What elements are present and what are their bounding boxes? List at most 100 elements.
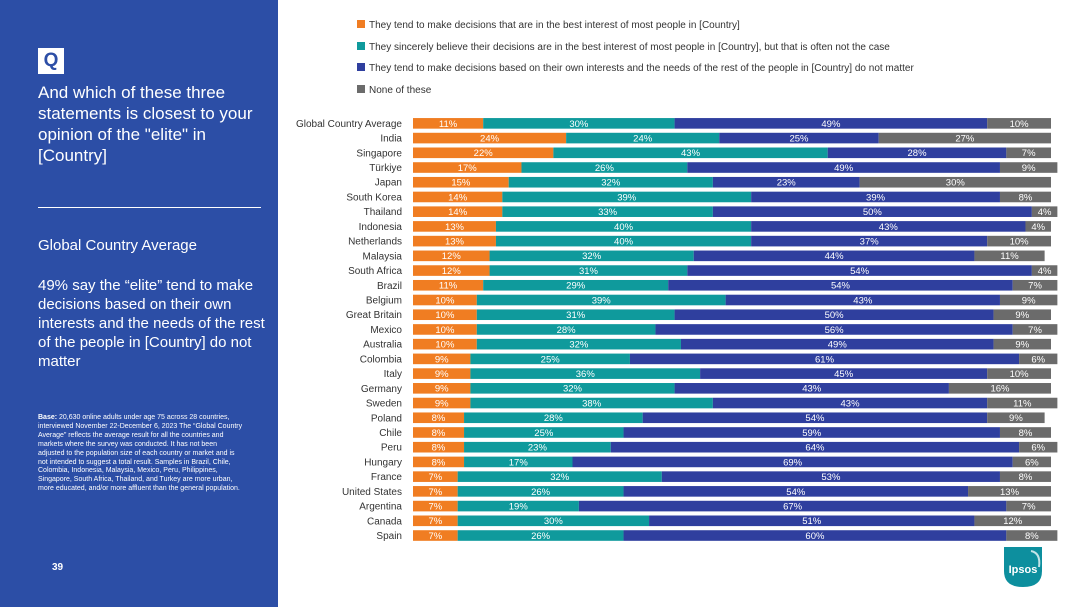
category-label: Chile — [379, 428, 402, 439]
data-label: 14% — [448, 192, 468, 203]
data-label: 7% — [428, 487, 442, 498]
question-text: And which of these three statements is c… — [38, 83, 253, 165]
category-label: Thailand — [364, 207, 402, 218]
data-label: 28% — [908, 148, 928, 159]
bar-segment — [655, 324, 1013, 335]
data-label: 64% — [805, 443, 825, 454]
bar-segment — [1012, 456, 1051, 468]
bar-segment — [464, 456, 573, 468]
category-label: United States — [342, 487, 402, 498]
category-label: Singapore — [356, 148, 402, 159]
data-label: 26% — [595, 163, 615, 174]
category-label: Poland — [371, 413, 402, 424]
bar-segment — [457, 515, 650, 527]
data-label: 10% — [1010, 237, 1030, 248]
data-label: 40% — [614, 222, 634, 233]
data-label: 32% — [569, 340, 589, 351]
data-label: 13% — [445, 222, 465, 233]
data-label: 25% — [541, 354, 561, 365]
bar-segment — [629, 353, 1020, 365]
data-label: 23% — [777, 178, 797, 189]
bar-segment — [457, 530, 624, 541]
data-label: 7% — [1028, 281, 1042, 292]
data-label: 7% — [1022, 148, 1036, 159]
data-label: 13% — [445, 237, 465, 248]
data-label: 11% — [1000, 251, 1019, 262]
data-label: 31% — [566, 310, 586, 321]
bar-segment — [968, 486, 1051, 497]
bar-segment — [457, 486, 624, 497]
category-label: Argentina — [359, 502, 402, 513]
category-label: Colombia — [360, 354, 403, 365]
category-label: Indonesia — [359, 222, 403, 233]
bar-segment — [974, 250, 1045, 262]
data-label: 10% — [1010, 119, 1030, 130]
data-label: 32% — [582, 251, 602, 262]
data-label: 8% — [1025, 531, 1039, 542]
data-label: 8% — [432, 443, 446, 454]
bar-segment — [642, 412, 988, 424]
data-label: 59% — [802, 428, 822, 439]
bar-segment — [483, 118, 675, 129]
bar-segment — [751, 235, 988, 247]
bar-segment — [470, 368, 701, 379]
data-label: 8% — [1019, 192, 1033, 203]
data-label: 12% — [442, 266, 462, 277]
bar-segment — [457, 500, 579, 512]
bar-segment — [623, 427, 1000, 438]
data-label: 39% — [617, 192, 637, 203]
data-label: 37% — [860, 237, 880, 248]
bar-segment — [751, 191, 1000, 203]
bar-segment — [502, 206, 713, 217]
logo-text: Ipsos — [1009, 564, 1038, 576]
data-label: 43% — [853, 295, 873, 306]
bar-segment — [413, 206, 503, 217]
data-label: 11% — [439, 281, 458, 292]
base-note-text: 20,630 online adults under age 75 across… — [38, 414, 243, 493]
bar-segment — [1006, 147, 1051, 159]
bar-segment — [751, 221, 1026, 232]
bar-segment — [1006, 500, 1051, 512]
bar-segment — [987, 118, 1051, 129]
bar-segment — [623, 530, 1007, 541]
data-label: 9% — [1015, 340, 1029, 351]
bar-segment — [413, 250, 490, 262]
bar-segment — [827, 147, 1007, 159]
bar-segment — [1031, 265, 1058, 276]
data-label: 54% — [831, 281, 851, 292]
bar-segment — [476, 309, 675, 321]
bar-segment — [987, 412, 1045, 424]
data-label: 14% — [448, 207, 468, 218]
bar-segment — [668, 279, 1013, 291]
data-label: 9% — [435, 369, 449, 380]
bar-segment — [413, 147, 554, 159]
bar-segment — [413, 471, 458, 482]
data-label: 30% — [544, 516, 564, 527]
bar-segment — [464, 412, 643, 424]
category-label: South Africa — [348, 266, 402, 277]
bar-segment — [413, 338, 477, 350]
legend-item: None of these — [357, 85, 1057, 107]
data-label: 9% — [435, 398, 449, 409]
data-label: 43% — [802, 384, 822, 395]
bar-segment — [1012, 324, 1058, 335]
data-label: 30% — [569, 119, 589, 130]
data-label: 4% — [1038, 266, 1052, 277]
bar-segment — [413, 265, 490, 276]
category-label: Mexico — [370, 325, 402, 336]
legend-item: They tend to make decisions based on the… — [357, 63, 1057, 85]
data-label: 24% — [633, 133, 653, 144]
data-label: 15% — [451, 178, 471, 189]
chart-legend: They tend to make decisions that are in … — [357, 20, 1057, 107]
data-label: 10% — [435, 340, 455, 351]
bar-segment — [470, 353, 630, 365]
data-label: 61% — [815, 354, 835, 365]
data-label: 30% — [946, 178, 966, 189]
data-label: 7% — [428, 472, 442, 483]
bar-segment — [476, 324, 656, 335]
data-label: 9% — [1022, 295, 1036, 306]
bar-segment — [680, 338, 994, 350]
data-label: 38% — [582, 398, 602, 409]
bar-segment — [413, 353, 471, 365]
